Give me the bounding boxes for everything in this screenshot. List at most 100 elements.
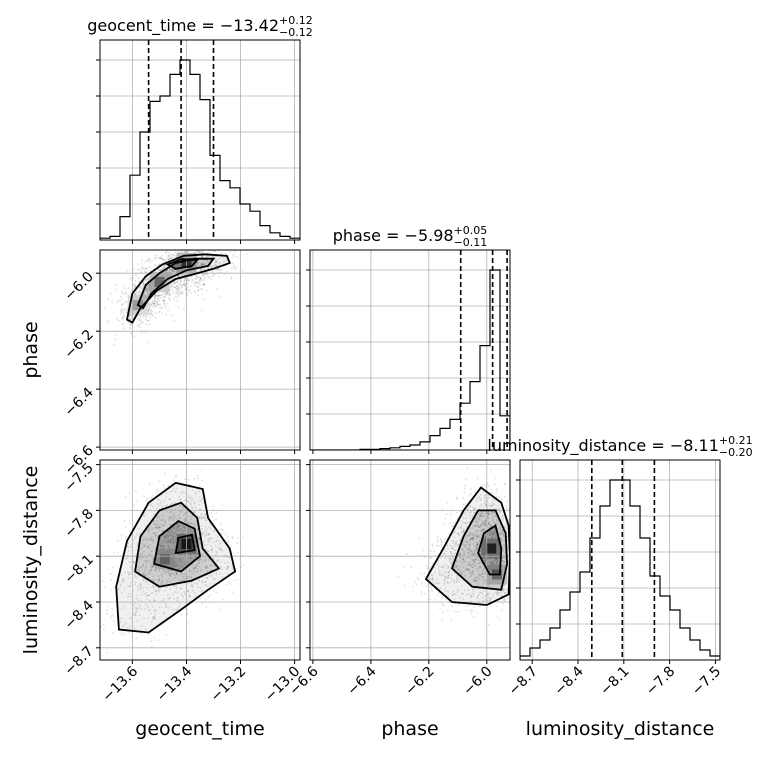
- sample-point: [167, 597, 170, 600]
- sample-point: [147, 284, 150, 287]
- sample-point: [154, 534, 157, 537]
- sample-point: [476, 597, 479, 599]
- sample-point: [476, 523, 479, 526]
- sample-point: [212, 578, 215, 580]
- sample-point: [475, 517, 477, 520]
- sample-point: [147, 633, 150, 636]
- sample-point: [453, 544, 456, 546]
- sample-point: [155, 534, 157, 537]
- sample-point: [163, 500, 166, 503]
- sample-point: [479, 599, 481, 601]
- sample-point: [457, 578, 459, 580]
- sample-point: [129, 522, 131, 525]
- sample-point: [109, 573, 112, 575]
- sample-point: [190, 518, 193, 520]
- sample-point: [157, 590, 160, 593]
- sample-point: [112, 566, 115, 569]
- sample-point: [147, 309, 150, 312]
- sample-point: [139, 554, 142, 556]
- x-axis-label-phase: phase: [381, 718, 438, 740]
- sample-point: [156, 295, 159, 297]
- sample-point: [197, 500, 200, 503]
- sample-point: [116, 551, 119, 554]
- sample-point: [167, 257, 170, 260]
- sample-point: [139, 582, 142, 585]
- sample-point: [499, 532, 502, 535]
- sample-point: [479, 565, 481, 568]
- sample-point: [174, 561, 177, 564]
- sample-point: [452, 522, 455, 525]
- sample-point: [477, 557, 480, 559]
- sample-point: [140, 315, 142, 318]
- sample-point: [176, 597, 179, 600]
- sample-point: [484, 524, 487, 526]
- sample-point: [492, 515, 495, 517]
- sample-point: [204, 558, 207, 561]
- sample-point: [153, 532, 155, 534]
- sample-point: [175, 570, 178, 573]
- sample-point: [123, 633, 126, 636]
- sample-point: [152, 541, 155, 544]
- sample-point: [451, 547, 454, 550]
- sample-point: [215, 591, 218, 594]
- sample-point: [499, 528, 502, 531]
- sample-point: [462, 529, 465, 532]
- sample-point: [162, 299, 165, 302]
- sample-point: [481, 591, 483, 594]
- sample-point: [445, 557, 447, 560]
- sample-point: [443, 538, 446, 541]
- sample-point: [120, 534, 123, 537]
- sample-point: [194, 556, 197, 558]
- sample-point: [144, 608, 146, 611]
- sample-point: [439, 574, 441, 576]
- x-tick-label: −13.4: [154, 663, 196, 705]
- sample-point: [128, 292, 131, 295]
- sample-point: [165, 533, 168, 536]
- sample-point: [210, 549, 213, 552]
- sample-point: [157, 526, 160, 529]
- sample-point: [165, 606, 168, 608]
- sample-point: [182, 578, 185, 580]
- sample-point: [117, 299, 120, 302]
- sample-point: [134, 575, 137, 578]
- sample-point: [123, 587, 125, 590]
- sample-point: [155, 531, 158, 534]
- contour-level-3: [165, 258, 200, 270]
- sample-point: [512, 586, 514, 588]
- sample-point: [469, 547, 471, 550]
- sample-point: [127, 573, 130, 575]
- sample-point: [443, 575, 446, 578]
- sample-point: [152, 301, 154, 304]
- sample-point: [462, 531, 465, 534]
- sample-point: [437, 594, 439, 596]
- sample-point: [186, 505, 189, 508]
- sample-point: [173, 265, 176, 267]
- sample-point: [169, 588, 172, 590]
- sample-point: [203, 268, 206, 271]
- sample-point: [169, 490, 172, 493]
- sample-point: [199, 283, 201, 286]
- tick-layer: [96, 59, 716, 664]
- sample-point: [206, 273, 209, 276]
- sample-point: [211, 537, 214, 539]
- sample-point: [142, 286, 145, 289]
- contour-level-3: [153, 520, 201, 573]
- sample-point: [171, 515, 174, 518]
- sample-point: [168, 258, 170, 261]
- sample-point: [139, 292, 142, 294]
- sample-point: [155, 609, 157, 612]
- sample-point: [467, 568, 470, 570]
- sample-point: [479, 512, 482, 515]
- sample-point: [187, 251, 190, 253]
- sample-point: [190, 522, 193, 525]
- sample-point: [148, 599, 151, 602]
- sample-point: [501, 559, 504, 562]
- sample-point: [158, 543, 161, 546]
- sample-point: [120, 295, 122, 298]
- contour-fill: [175, 534, 195, 554]
- sample-point: [161, 576, 164, 579]
- sample-point: [164, 505, 167, 508]
- frame-layer: [99, 39, 721, 661]
- sample-point: [500, 591, 503, 594]
- sample-point: [186, 251, 189, 254]
